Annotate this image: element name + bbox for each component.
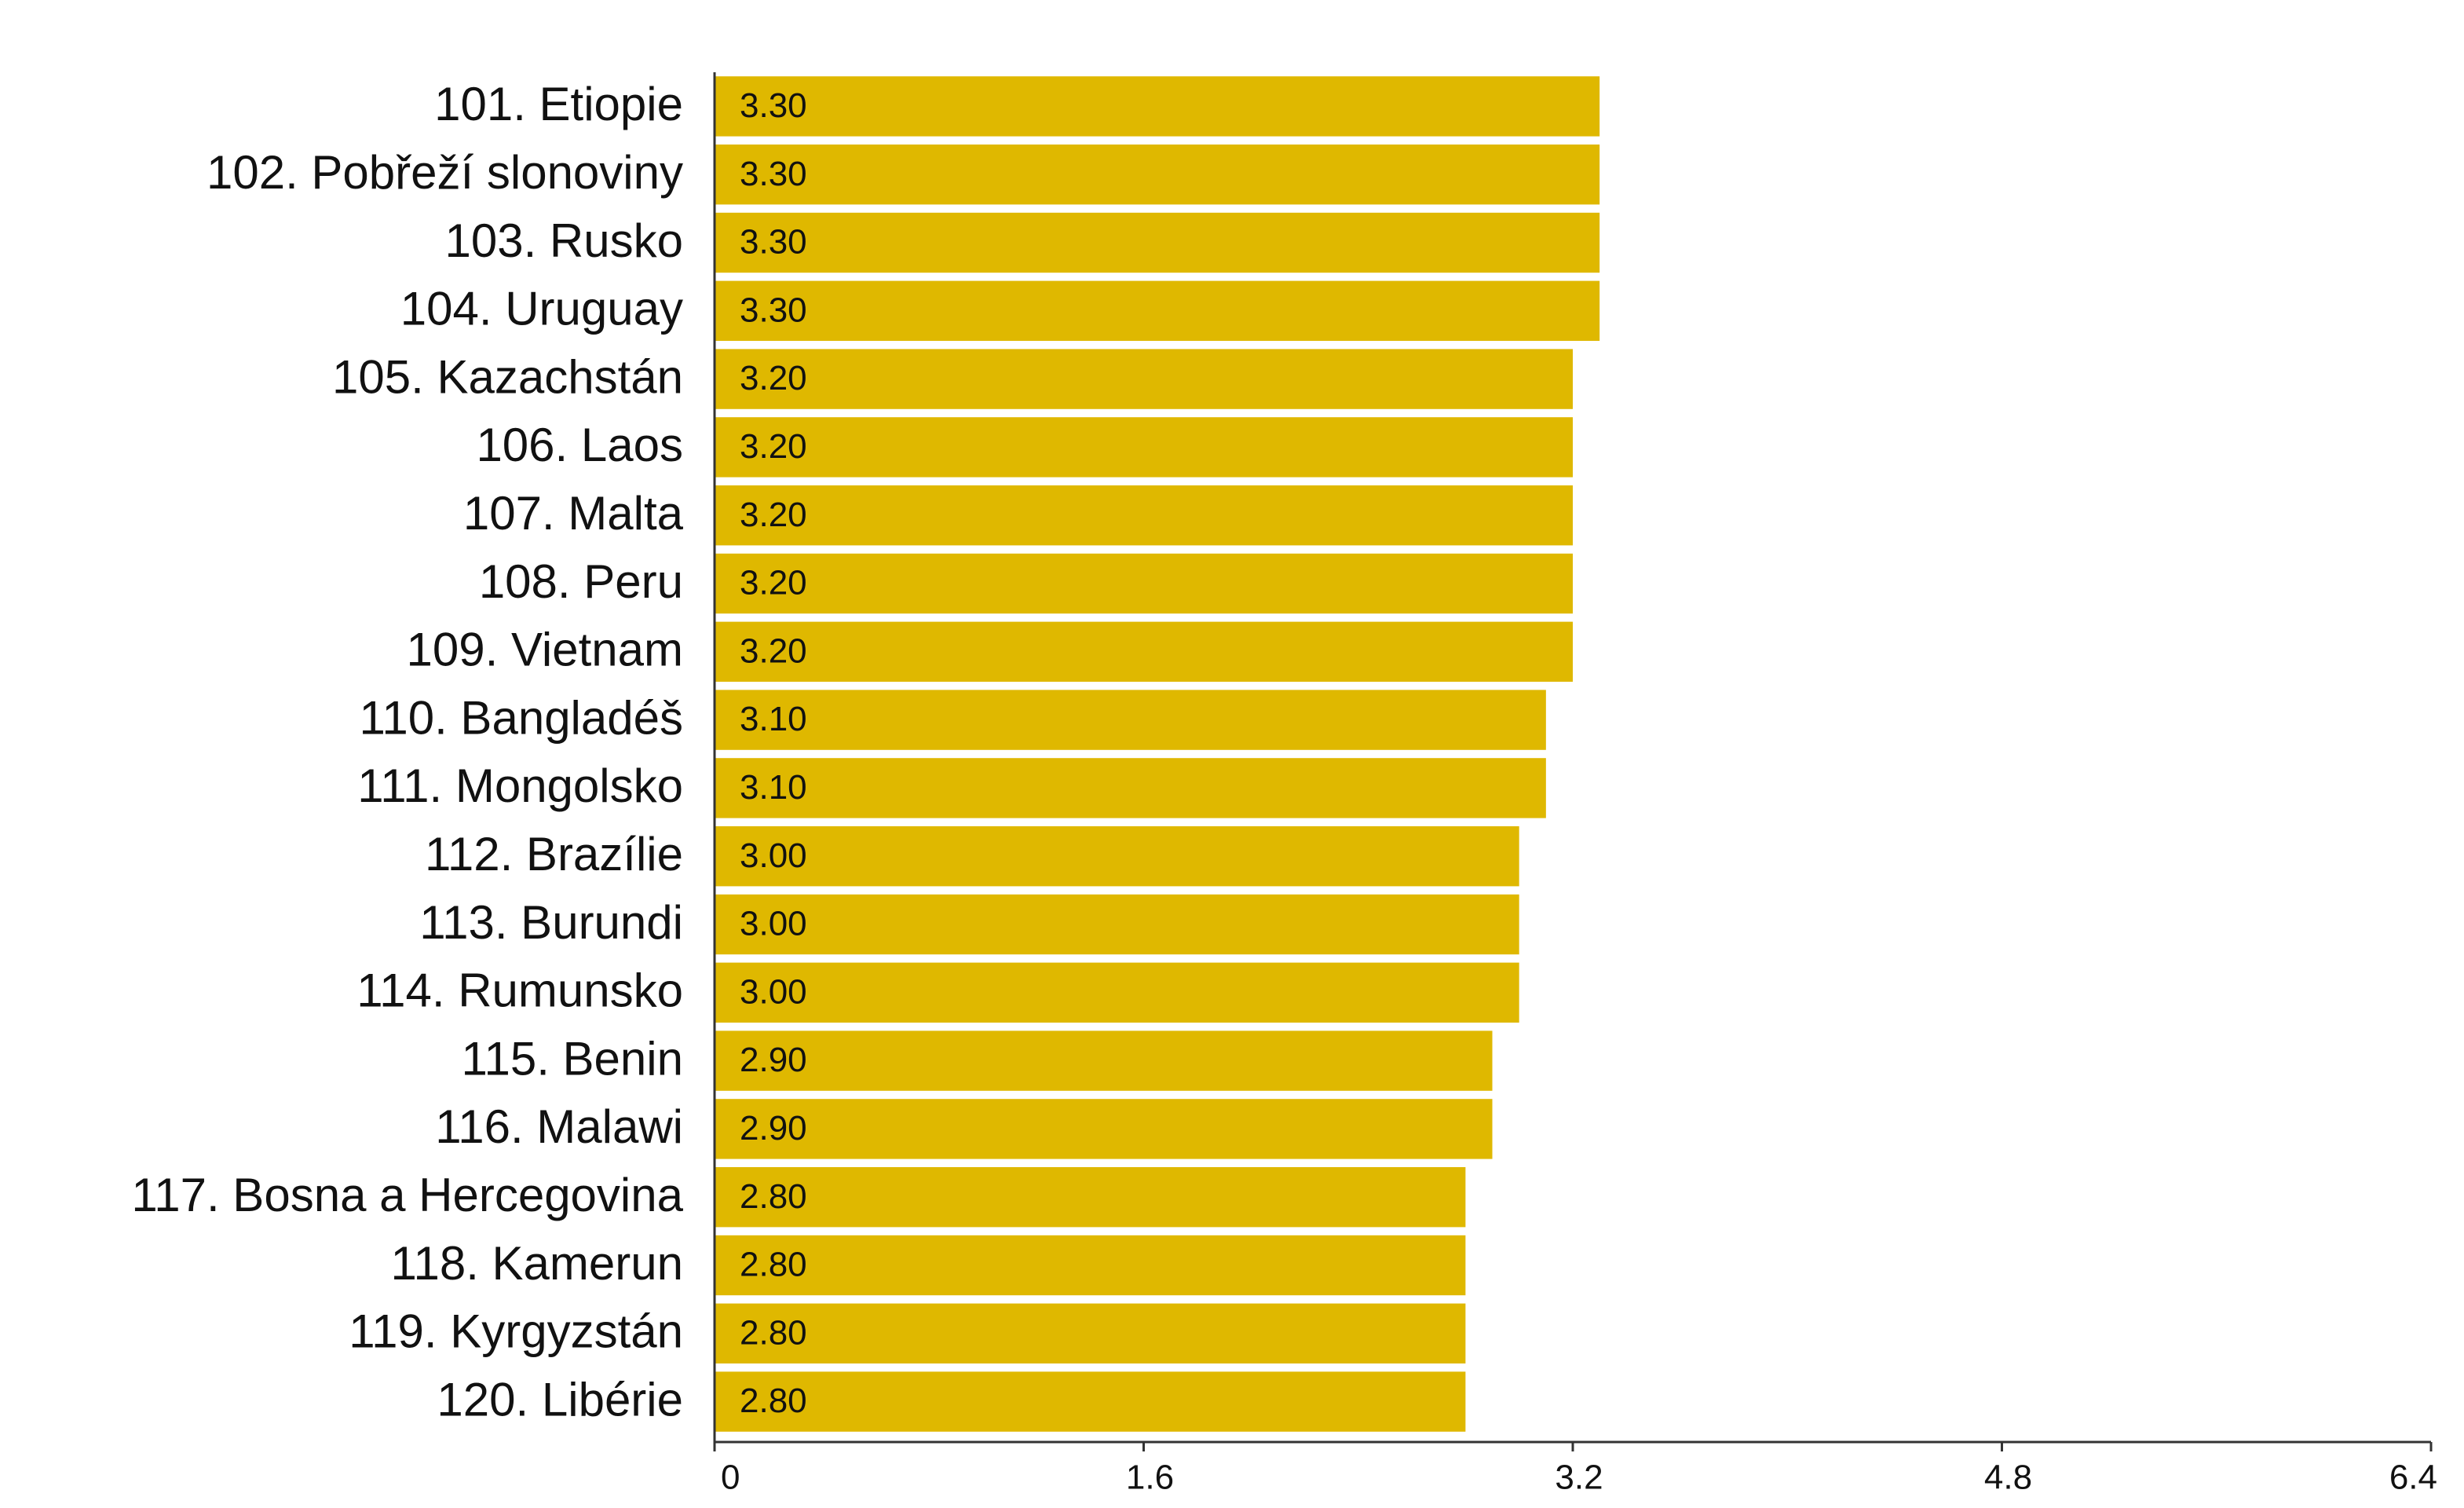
y-tick-label: 111. Mongolsko [357,759,683,812]
value-label: 3.30 [740,86,807,125]
x-tick-label: 4.8 [1984,1459,2032,1497]
bar [715,1099,1493,1159]
value-label: 2.80 [740,1313,807,1352]
bar [715,417,1573,478]
value-label: 3.00 [740,905,807,943]
bar [715,690,1546,750]
bar [715,826,1519,887]
bar [715,962,1519,1023]
value-label: 3.20 [740,427,807,466]
bar [715,553,1573,614]
bar [715,1167,1466,1228]
value-label: 2.90 [740,1109,807,1147]
x-tick-label: 1.6 [1126,1459,1174,1497]
value-label: 3.30 [740,291,807,329]
bar [715,280,1600,341]
y-tick-label: 118. Kamerun [391,1237,683,1290]
y-tick-label: 108. Peru [479,555,683,608]
y-tick-label: 103. Rusko [444,214,683,267]
x-tick-label: 3.2 [1555,1459,1603,1497]
y-tick-label: 101. Etiopie [434,78,683,130]
bar [715,894,1519,955]
value-label: 3.10 [740,768,807,807]
y-tick-label: 110. Bangladéš [359,691,683,744]
value-label: 3.20 [740,631,807,670]
value-label: 2.80 [740,1177,807,1216]
y-tick-label: 102. Pobřeží slonoviny [207,146,683,199]
y-tick-label: 106. Laos [476,419,683,471]
bar [715,349,1573,409]
bar [715,1030,1493,1091]
bar [715,76,1600,137]
x-tick-label: 6.4 [2389,1459,2437,1497]
y-tick-label: 113. Burundi [419,896,683,949]
value-label: 3.00 [740,836,807,875]
y-tick-label: 119. Kyrgyzstán [349,1305,683,1358]
value-label: 3.20 [740,496,807,534]
value-label: 3.10 [740,700,807,738]
y-tick-label: 109. Vietnam [407,624,683,676]
y-tick-label: 105. Kazachstán [332,350,683,403]
value-label: 2.90 [740,1041,807,1079]
y-tick-label: 117. Bosna a Hercegovina [131,1169,683,1221]
y-tick-label: 112. Brazílie [425,828,683,880]
bar [715,758,1546,818]
y-tick-label: 107. Malta [463,487,684,540]
bar [715,145,1600,205]
bar [715,485,1573,546]
x-tick-label: 0 [721,1459,740,1497]
value-label: 3.20 [740,359,807,397]
bar [715,1235,1466,1296]
y-tick-label: 104. Uruguay [400,283,683,335]
y-tick-label: 115. Benin [462,1032,683,1085]
value-label: 2.80 [740,1246,807,1284]
value-label: 3.20 [740,564,807,602]
value-label: 3.00 [740,972,807,1011]
bar [715,1371,1466,1432]
y-tick-label: 114. Rumunsko [356,964,683,1017]
value-label: 3.30 [740,223,807,262]
value-label: 2.80 [740,1382,807,1420]
bar [715,212,1600,273]
value-label: 3.30 [740,155,807,193]
y-tick-label: 120. Libérie [437,1373,683,1426]
bar [715,1303,1466,1363]
bar [715,621,1573,682]
y-tick-label: 116. Malawi [435,1100,683,1153]
